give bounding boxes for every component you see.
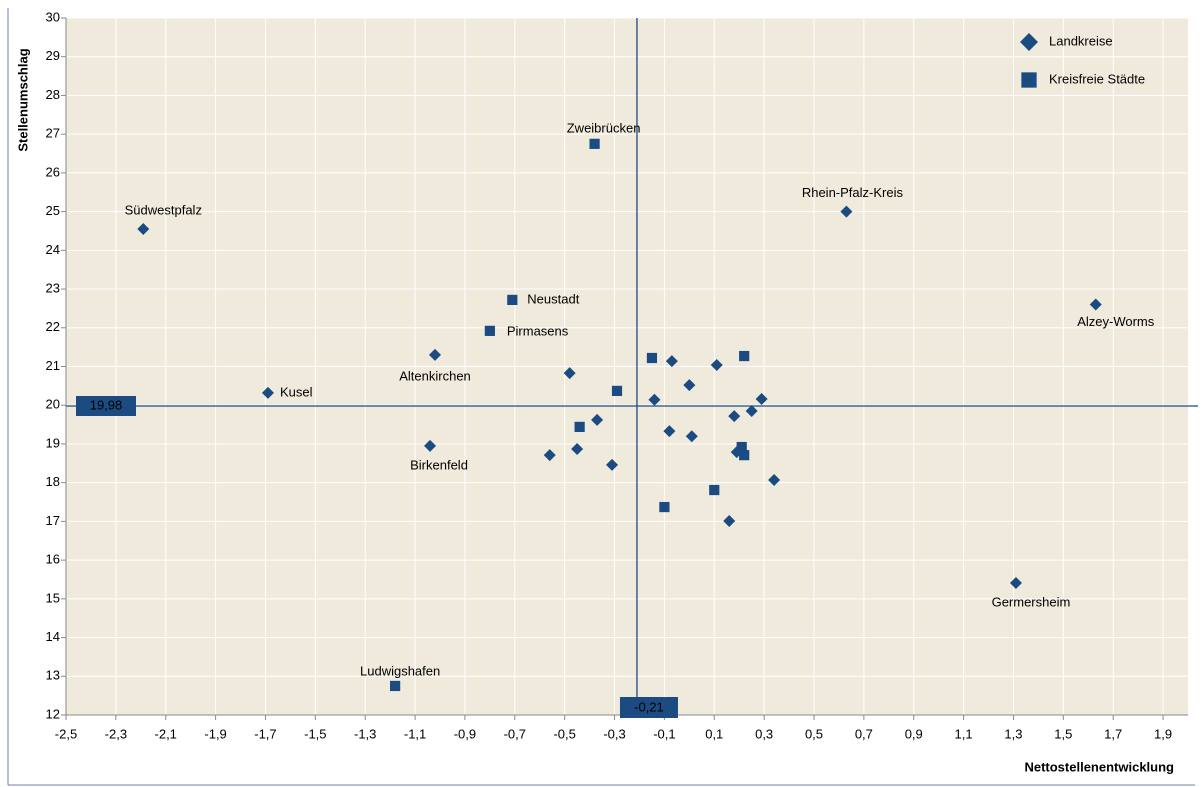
x-tick-label: -0,7 bbox=[504, 726, 526, 741]
x-tick-label: 1,9 bbox=[1154, 726, 1172, 741]
marker-square bbox=[736, 441, 747, 453]
marker-diamond bbox=[683, 379, 696, 392]
marker-diamond bbox=[563, 367, 576, 380]
marker-diamond bbox=[543, 449, 556, 462]
marker-diamond bbox=[840, 205, 853, 218]
legend-marker bbox=[1020, 33, 1038, 51]
x-tick-label: 0,7 bbox=[855, 726, 873, 741]
marker-diamond bbox=[1009, 576, 1022, 589]
x-tick-label: -2,3 bbox=[105, 726, 127, 741]
y-tick-label: 18 bbox=[46, 474, 60, 489]
marker-square bbox=[709, 484, 720, 496]
y-tick-label: 20 bbox=[46, 397, 60, 412]
marker-diamond bbox=[424, 439, 437, 452]
reference-label-y: 19,98 bbox=[90, 397, 123, 412]
y-tick-label: 21 bbox=[46, 358, 60, 373]
marker-diamond bbox=[648, 393, 661, 406]
point-label: Kusel bbox=[280, 384, 313, 399]
marker-diamond bbox=[1089, 298, 1102, 311]
marker-diamond bbox=[606, 458, 619, 471]
reference-label-box bbox=[76, 395, 136, 416]
x-tick-label: -0,3 bbox=[603, 726, 625, 741]
marker-diamond bbox=[665, 355, 678, 368]
x-axis-title: Nettostellenentwicklung bbox=[1024, 759, 1174, 774]
x-tick-label: 1,5 bbox=[1054, 726, 1072, 741]
y-tick-label: 17 bbox=[46, 513, 60, 528]
legend-label: Kreisfreie Städte bbox=[1049, 71, 1145, 86]
y-tick-label: 14 bbox=[46, 629, 60, 644]
reference-label-box bbox=[619, 697, 678, 718]
marker-diamond bbox=[571, 442, 584, 455]
marker-square bbox=[611, 385, 623, 396]
marker-diamond bbox=[768, 473, 781, 486]
y-tick-label: 12 bbox=[46, 706, 60, 721]
point-label: Zweibrücken bbox=[567, 120, 641, 135]
y-tick-label: 23 bbox=[46, 280, 60, 295]
point-label: Alzey-Worms bbox=[1077, 314, 1155, 329]
x-tick-label: 0,1 bbox=[705, 726, 723, 741]
y-axis-title: Stellenumschlag bbox=[15, 48, 30, 151]
y-tick-label: 29 bbox=[46, 48, 60, 63]
y-tick-label: 27 bbox=[46, 126, 60, 141]
marker-diamond bbox=[663, 425, 676, 438]
y-tick-label: 13 bbox=[46, 668, 60, 683]
marker-square bbox=[739, 350, 750, 362]
marker-square bbox=[589, 138, 600, 149]
point-label: Ludwigshafen bbox=[360, 663, 440, 678]
point-label: Rhein-Pfalz-Kreis bbox=[802, 185, 904, 200]
marker-diamond bbox=[429, 348, 442, 361]
marker-square bbox=[574, 421, 585, 433]
marker-diamond bbox=[745, 405, 758, 418]
marker-square bbox=[646, 352, 658, 364]
legend-marker bbox=[1021, 72, 1037, 88]
point-label: Altenkirchen bbox=[399, 368, 471, 383]
legend-label: Landkreise bbox=[1049, 33, 1113, 48]
x-tick-label: -1,3 bbox=[354, 726, 376, 741]
point-label: Germersheim bbox=[992, 594, 1071, 609]
marker-diamond bbox=[591, 413, 604, 426]
x-tick-label: -2,1 bbox=[155, 726, 177, 741]
x-tick-label: -1,1 bbox=[404, 726, 426, 741]
marker-diamond bbox=[755, 393, 768, 406]
marker-diamond bbox=[728, 410, 741, 423]
marker-square bbox=[390, 680, 401, 692]
x-tick-label: 0,9 bbox=[905, 726, 923, 741]
y-tick-label: 24 bbox=[46, 242, 60, 257]
marker-square bbox=[507, 294, 518, 305]
x-tick-label: 1,7 bbox=[1104, 726, 1122, 741]
x-tick-label: 0,5 bbox=[805, 726, 823, 741]
x-tick-label: 1,3 bbox=[1004, 726, 1022, 741]
marker-diamond bbox=[685, 430, 698, 443]
marker-diamond bbox=[723, 515, 736, 528]
y-tick-label: 25 bbox=[46, 203, 60, 218]
y-tick-label: 30 bbox=[46, 9, 60, 24]
y-tick-label: 19 bbox=[46, 435, 60, 450]
x-tick-label: -1,5 bbox=[304, 726, 326, 741]
marker-square bbox=[484, 325, 495, 336]
point-label: Birkenfeld bbox=[410, 457, 468, 472]
marker-diamond bbox=[710, 358, 723, 371]
point-label: Südwestpfalz bbox=[125, 202, 202, 217]
x-tick-label: -0,9 bbox=[454, 726, 476, 741]
y-tick-label: 28 bbox=[46, 87, 60, 102]
y-tick-label: 26 bbox=[46, 164, 60, 179]
y-tick-label: 16 bbox=[46, 552, 60, 567]
marker-square bbox=[739, 450, 750, 461]
y-tick-label: 15 bbox=[46, 590, 60, 605]
x-tick-label: -1,7 bbox=[254, 726, 276, 741]
x-tick-label: -1,9 bbox=[204, 726, 226, 741]
y-tick-label: 22 bbox=[46, 319, 60, 334]
x-tick-label: -0,5 bbox=[553, 726, 575, 741]
x-tick-label: -2,5 bbox=[55, 726, 77, 741]
x-tick-label: -0,1 bbox=[653, 726, 675, 741]
point-label: Pirmasens bbox=[507, 323, 569, 338]
point-label: Neustadt bbox=[527, 291, 579, 306]
marker-diamond bbox=[137, 223, 150, 236]
x-tick-label: 0,3 bbox=[755, 726, 773, 741]
reference-label-x: -0,21 bbox=[634, 699, 664, 714]
x-tick-label: 1,1 bbox=[955, 726, 973, 741]
marker-diamond bbox=[261, 386, 274, 399]
marker-square bbox=[659, 501, 670, 513]
